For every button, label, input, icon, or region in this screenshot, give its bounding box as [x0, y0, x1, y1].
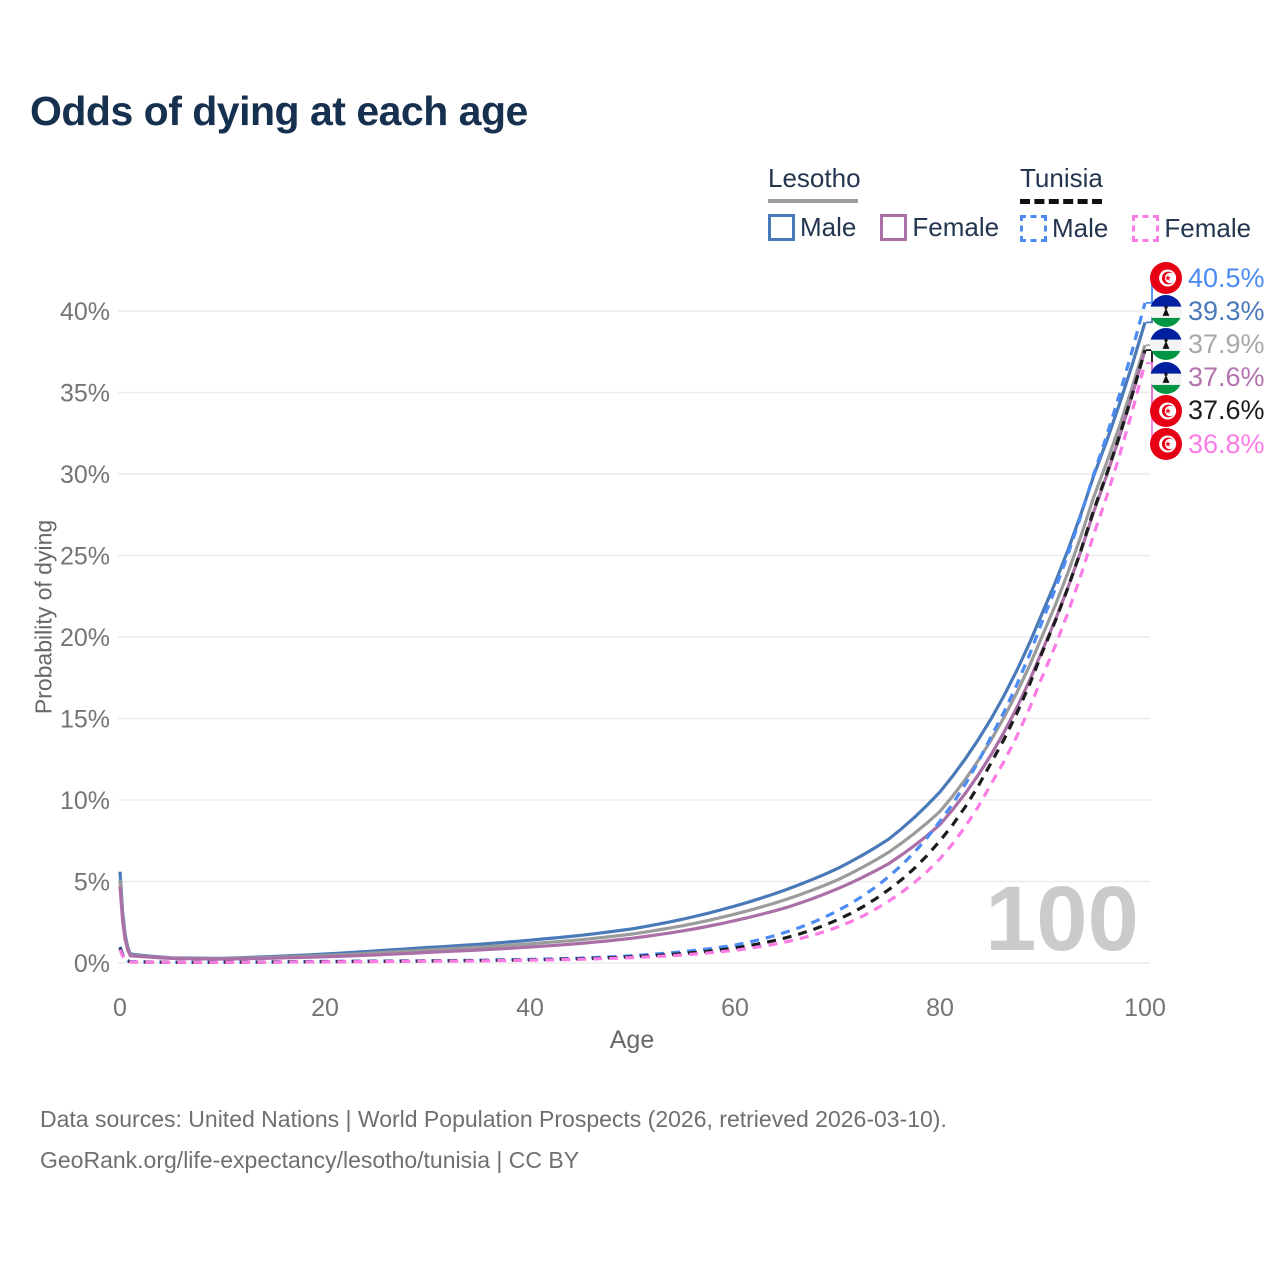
series-end-label-tunisia-female: 36.8% [1150, 428, 1265, 460]
legend-row: Male Female [1020, 213, 1251, 244]
end-value: 39.3% [1188, 295, 1265, 326]
x-axis-title: Age [609, 1026, 655, 1054]
series-end-label-lesotho-both: 37.9% [1150, 328, 1265, 361]
series-end-label-tunisia-male: 40.5% [1150, 262, 1265, 294]
tunisia-female-swatch-icon [1132, 215, 1160, 242]
lesotho-flag-icon [1150, 328, 1182, 361]
legend-item-lesotho-male[interactable]: Male [768, 212, 856, 243]
footer-attribution: GeoRank.org/life-expectancy/lesotho/tuni… [40, 1147, 580, 1173]
y-tick-label: 40% [60, 298, 110, 326]
footer-data-sources: Data sources: United Nations | World Pop… [40, 1106, 947, 1132]
y-tick-label: 35% [60, 380, 110, 408]
series-line-tunisia-female[interactable] [118, 362, 1147, 964]
lesotho-flag-icon [1150, 361, 1182, 394]
legend-item-tunisia-male[interactable]: Male [1020, 213, 1108, 244]
tunisia-male-swatch-icon [1020, 215, 1047, 242]
legend-item-tunisia-female[interactable]: Female [1132, 213, 1251, 244]
x-tick-label: 20 [311, 994, 339, 1022]
legend-item-label: Male [800, 212, 857, 242]
legend-country-tunisia[interactable]: Tunisia [1020, 163, 1251, 204]
lesotho-solid-line-sample [768, 199, 858, 203]
age-watermark: 100 [985, 868, 1139, 970]
series-line-tunisia-male[interactable] [118, 302, 1147, 964]
legend-group-lesotho: Lesotho Male Female [768, 163, 999, 243]
tunisia-flag-icon [1150, 262, 1182, 294]
x-tick-label: 40 [516, 994, 544, 1022]
lesotho-male-swatch-icon [768, 214, 795, 241]
y-tick-label: 20% [60, 624, 110, 652]
end-value: 37.6% [1188, 395, 1265, 426]
series-line-lesotho-female[interactable] [118, 349, 1147, 961]
tunisia-flag-icon [1150, 428, 1182, 460]
legend-item-label: Female [1164, 213, 1252, 243]
series-end-label-lesotho-female: 37.6% [1150, 361, 1265, 394]
legend-country-label: Lesotho [768, 163, 861, 193]
lesotho-female-swatch-icon [880, 214, 908, 241]
legend-country-label: Tunisia [1020, 163, 1103, 193]
tunisia-flag-icon [1150, 394, 1182, 427]
x-tick-label: 60 [721, 994, 749, 1022]
y-tick-label: 5% [74, 869, 110, 897]
y-tick-label: 25% [60, 543, 110, 571]
x-tick-label: 0 [113, 994, 127, 1022]
end-value: 40.5% [1188, 262, 1265, 293]
legend-row: Male Female [768, 212, 999, 243]
tunisia-dashed-line-sample [1020, 199, 1102, 204]
x-tick-label: 100 [1124, 994, 1166, 1022]
legend-item-lesotho-female[interactable]: Female [880, 212, 999, 243]
legend-country-lesotho[interactable]: Lesotho [768, 163, 999, 203]
lesotho-flag-icon [1150, 295, 1182, 328]
legend-item-label: Male [1052, 213, 1109, 243]
legend-group-tunisia: Tunisia Male Female [1020, 163, 1251, 244]
y-tick-label: 30% [60, 461, 110, 489]
series-end-label-tunisia-both: 37.6% [1150, 394, 1265, 427]
x-tick-label: 80 [926, 994, 954, 1022]
series-end-label-lesotho-male: 39.3% [1150, 295, 1265, 328]
page-title: Odds of dying at each age [30, 88, 528, 134]
end-value: 36.8% [1188, 428, 1265, 459]
end-value: 37.6% [1188, 362, 1265, 393]
legend-item-label: Female [912, 212, 1000, 242]
series-line-lesotho-both-sexes[interactable] [118, 344, 1147, 961]
y-axis-title: Probability of dying [30, 519, 57, 715]
y-tick-label: 10% [60, 787, 110, 815]
series-line-lesotho-male[interactable] [118, 321, 1147, 961]
y-tick-label: 15% [60, 706, 110, 734]
end-value: 37.9% [1188, 328, 1265, 359]
y-tick-label: 0% [74, 950, 110, 978]
